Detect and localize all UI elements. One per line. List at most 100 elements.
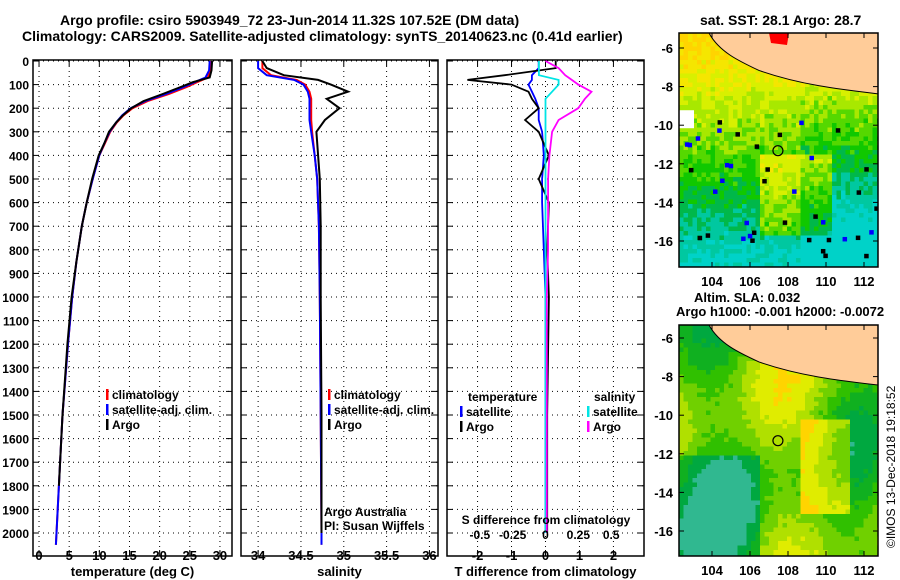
- map-pixel: [733, 262, 738, 267]
- map-pixel: [715, 163, 720, 169]
- map-pixel: [755, 87, 761, 92]
- map-pixel: [863, 433, 869, 438]
- map-pixel: [715, 154, 720, 160]
- map-pixel: [823, 379, 828, 384]
- map-pixel: [769, 500, 774, 506]
- map-pixel: [782, 464, 788, 470]
- map-pixel: [692, 96, 698, 101]
- map-pixel: [679, 51, 684, 56]
- map-pixel: [764, 186, 770, 191]
- map-pixel: [809, 249, 815, 254]
- map-pixel: [778, 541, 783, 546]
- map-pixel: [863, 208, 869, 214]
- map-pixel: [719, 217, 725, 223]
- map-pixel: [719, 473, 725, 479]
- map-pixel: [760, 487, 765, 492]
- map-pixel: [800, 442, 806, 447]
- map-pixel: [845, 181, 851, 187]
- map-pixel: [733, 433, 738, 438]
- map-pixel: [818, 514, 824, 519]
- map-pixel: [827, 415, 833, 420]
- map-pixel: [859, 105, 864, 110]
- map-pixel: [679, 222, 684, 227]
- map-pixel: [683, 419, 689, 425]
- map-pixel: [710, 505, 716, 510]
- map-pixel: [760, 532, 765, 537]
- map-pixel: [809, 168, 815, 173]
- map-pixel: [701, 383, 707, 389]
- map-pixel: [751, 541, 756, 546]
- map-pixel: [733, 415, 738, 420]
- map-pixel: [841, 424, 846, 429]
- map-pixel: [755, 428, 761, 434]
- map-pixel: [814, 181, 819, 187]
- map-pixel: [683, 172, 689, 178]
- map-pixel: [845, 213, 851, 218]
- map-pixel: [683, 222, 689, 227]
- map-pixel: [809, 469, 815, 474]
- map-pixel: [737, 352, 743, 357]
- map-pixel: [854, 249, 860, 254]
- map-pixel: [791, 419, 797, 425]
- map-pixel: [836, 536, 842, 542]
- map-pixel: [854, 96, 860, 101]
- map-pixel: [733, 150, 738, 155]
- map-pixel: [814, 383, 819, 389]
- map-pixel: [742, 127, 747, 133]
- map-pixel: [692, 240, 698, 245]
- map-pixel: [737, 514, 743, 519]
- map-pixel: [688, 60, 693, 65]
- map-pixel: [778, 460, 783, 465]
- map-pixel: [710, 379, 716, 384]
- map-pixel: [859, 181, 864, 187]
- map-pixel: [823, 464, 828, 470]
- map-pixel: [710, 91, 716, 97]
- map-pixel: [755, 136, 761, 142]
- map-pixel: [760, 163, 765, 169]
- map-pixel: [841, 442, 846, 447]
- map-pixel: [773, 231, 779, 236]
- map-pixel: [832, 518, 837, 524]
- map-pixel: [769, 186, 774, 191]
- map-pixel: [796, 383, 801, 389]
- map-pixel: [809, 91, 815, 97]
- map-pixel: [751, 96, 756, 101]
- map-pixel: [841, 100, 846, 106]
- map-pixel: [814, 451, 819, 456]
- map-pixel: [728, 96, 734, 101]
- map-pixel: [823, 545, 828, 551]
- map-pixel: [814, 172, 819, 178]
- map-pixel: [791, 374, 797, 380]
- map-pixel: [697, 370, 702, 375]
- map-pixel: [841, 208, 846, 214]
- map-pixel: [791, 424, 797, 429]
- map-pixel: [818, 509, 824, 515]
- map-pixel: [782, 415, 788, 420]
- map-pixel: [706, 123, 711, 128]
- map-pixel: [710, 64, 716, 70]
- map-pixel: [841, 132, 846, 137]
- map-pixel: [751, 244, 756, 250]
- map-pixel: [769, 190, 774, 196]
- map-pixel: [800, 388, 806, 393]
- map-pixel: [823, 96, 828, 101]
- map-pixel: [724, 496, 729, 501]
- map-pixel: [719, 487, 725, 492]
- map-pixel: [814, 415, 819, 420]
- map-pixel: [751, 204, 756, 209]
- map-pixel: [836, 469, 842, 474]
- map-pixel: [751, 159, 756, 164]
- map-pixel: [841, 401, 846, 407]
- map-pixel: [868, 478, 873, 483]
- map-pixel: [701, 172, 707, 178]
- map-pixel: [809, 262, 815, 267]
- map-pixel: [706, 168, 711, 173]
- map-pixel: [733, 545, 738, 551]
- map-pixel: [724, 109, 729, 115]
- map-pixel: [836, 244, 842, 250]
- map-pixel: [706, 204, 711, 209]
- map-pixel: [728, 159, 734, 164]
- map-pixel: [854, 532, 860, 537]
- map-pixel: [706, 172, 711, 178]
- map-pixel: [701, 545, 707, 551]
